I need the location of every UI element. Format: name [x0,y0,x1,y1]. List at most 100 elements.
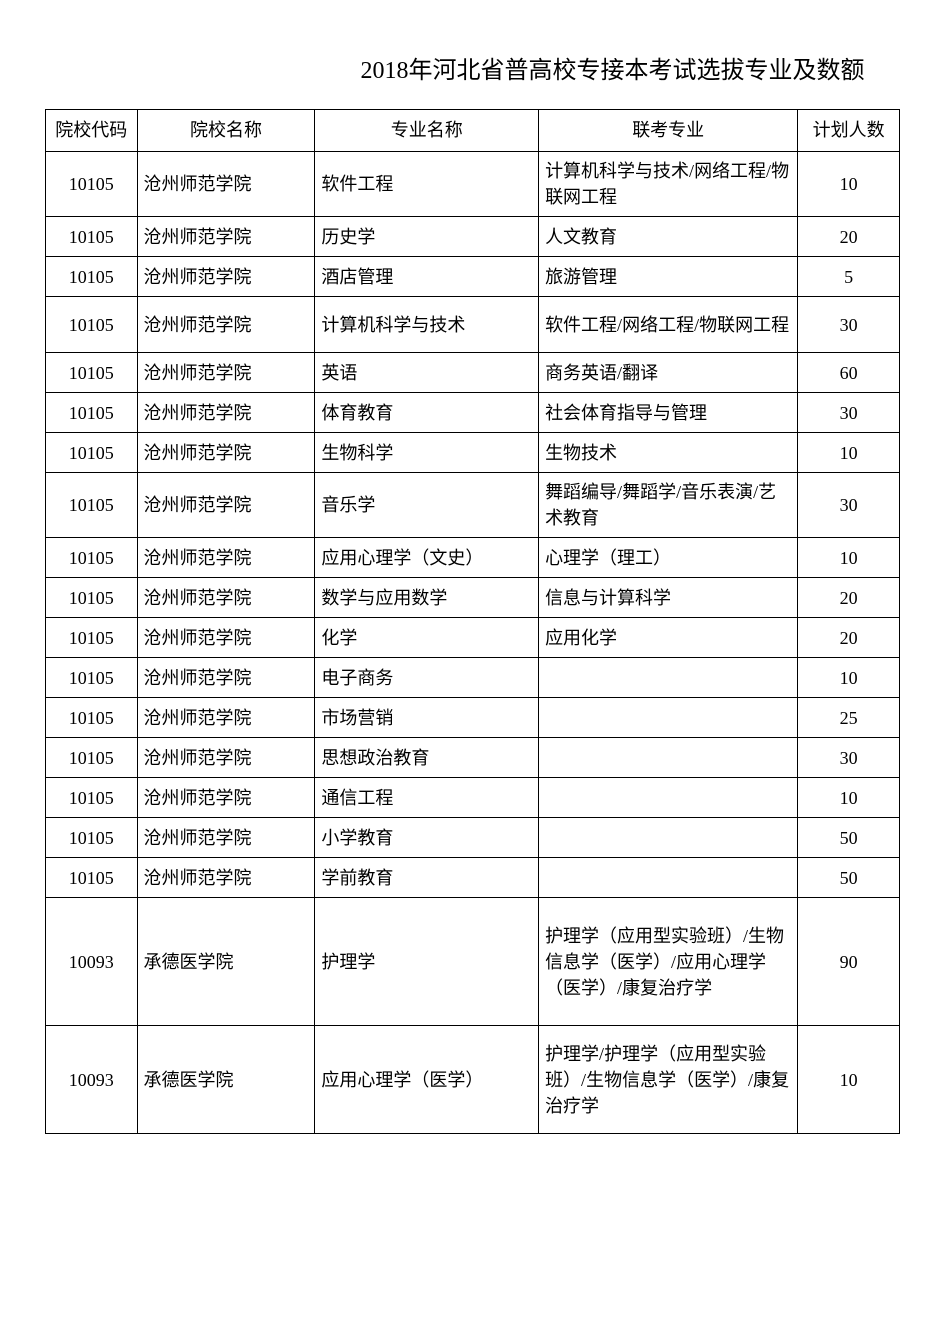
cell-school: 沧州师范学院 [137,152,315,217]
cell-major: 市场营销 [315,698,539,738]
table-row: 10093承德医学院应用心理学（医学）护理学/护理学（应用型实验班）/生物信息学… [46,1026,900,1134]
cell-code: 10105 [46,217,138,257]
cell-count: 50 [798,858,900,898]
table-row: 10105沧州师范学院通信工程10 [46,778,900,818]
cell-major: 英语 [315,353,539,393]
cell-major: 小学教育 [315,818,539,858]
cell-count: 10 [798,658,900,698]
cell-major: 数学与应用数学 [315,578,539,618]
table-row: 10105沧州师范学院电子商务 10 [46,658,900,698]
cell-school: 承德医学院 [137,1026,315,1134]
cell-count: 20 [798,217,900,257]
cell-school: 沧州师范学院 [137,297,315,353]
cell-joint: 护理学/护理学（应用型实验班）/生物信息学（医学）/康复治疗学 [539,1026,798,1134]
cell-count: 20 [798,618,900,658]
cell-code: 10105 [46,473,138,538]
cell-count: 10 [798,433,900,473]
table-row: 10105沧州师范学院体育教育社会体育指导与管理30 [46,393,900,433]
enrollment-table: 院校代码 院校名称 专业名称 联考专业 计划人数 10105沧州师范学院软件工程… [45,109,900,1134]
cell-code: 10105 [46,858,138,898]
cell-school: 沧州师范学院 [137,393,315,433]
col-header-count: 计划人数 [798,110,900,152]
cell-school: 沧州师范学院 [137,353,315,393]
cell-code: 10105 [46,152,138,217]
cell-school: 沧州师范学院 [137,658,315,698]
cell-joint: 信息与计算科学 [539,578,798,618]
cell-code: 10105 [46,698,138,738]
cell-joint: 应用化学 [539,618,798,658]
table-row: 10105沧州师范学院软件工程计算机科学与技术/网络工程/物联网工程10 [46,152,900,217]
table-row: 10105沧州师范学院生物科学生物技术10 [46,433,900,473]
cell-major: 学前教育 [315,858,539,898]
col-header-major: 专业名称 [315,110,539,152]
cell-school: 沧州师范学院 [137,217,315,257]
cell-major: 软件工程 [315,152,539,217]
cell-major: 护理学 [315,898,539,1026]
cell-joint: 计算机科学与技术/网络工程/物联网工程 [539,152,798,217]
cell-school: 沧州师范学院 [137,578,315,618]
table-row: 10105沧州师范学院数学与应用数学信息与计算科学20 [46,578,900,618]
cell-count: 60 [798,353,900,393]
cell-major: 电子商务 [315,658,539,698]
cell-school: 承德医学院 [137,898,315,1026]
cell-school: 沧州师范学院 [137,618,315,658]
cell-code: 10105 [46,578,138,618]
cell-code: 10105 [46,618,138,658]
cell-school: 沧州师范学院 [137,538,315,578]
table-body: 10105沧州师范学院软件工程计算机科学与技术/网络工程/物联网工程101010… [46,152,900,1134]
cell-major: 计算机科学与技术 [315,297,539,353]
cell-count: 30 [798,297,900,353]
col-header-code: 院校代码 [46,110,138,152]
col-header-joint: 联考专业 [539,110,798,152]
cell-school: 沧州师范学院 [137,698,315,738]
cell-major: 思想政治教育 [315,738,539,778]
cell-code: 10105 [46,257,138,297]
cell-joint [539,658,798,698]
table-row: 10105沧州师范学院历史学人文教育20 [46,217,900,257]
cell-joint [539,778,798,818]
cell-code: 10105 [46,393,138,433]
cell-joint: 人文教育 [539,217,798,257]
cell-major: 应用心理学（文史） [315,538,539,578]
table-row: 10105沧州师范学院应用心理学（文史）心理学（理工）10 [46,538,900,578]
table-row: 10105沧州师范学院小学教育50 [46,818,900,858]
table-row: 10105沧州师范学院计算机科学与技术软件工程/网络工程/物联网工程30 [46,297,900,353]
table-row: 10105沧州师范学院化学应用化学20 [46,618,900,658]
table-row: 10105沧州师范学院学前教育 50 [46,858,900,898]
table-row: 10105沧州师范学院酒店管理旅游管理5 [46,257,900,297]
cell-code: 10105 [46,738,138,778]
cell-major: 化学 [315,618,539,658]
cell-school: 沧州师范学院 [137,433,315,473]
cell-count: 90 [798,898,900,1026]
cell-joint [539,858,798,898]
cell-count: 10 [798,1026,900,1134]
cell-joint: 心理学（理工） [539,538,798,578]
table-header-row: 院校代码 院校名称 专业名称 联考专业 计划人数 [46,110,900,152]
cell-count: 20 [798,578,900,618]
cell-count: 10 [798,538,900,578]
cell-joint: 旅游管理 [539,257,798,297]
table-row: 10105沧州师范学院英语商务英语/翻译60 [46,353,900,393]
cell-school: 沧州师范学院 [137,858,315,898]
table-row: 10105沧州师范学院思想政治教育 30 [46,738,900,778]
cell-joint: 软件工程/网络工程/物联网工程 [539,297,798,353]
cell-joint [539,818,798,858]
cell-code: 10105 [46,433,138,473]
cell-code: 10105 [46,297,138,353]
cell-code: 10093 [46,1026,138,1134]
cell-major: 应用心理学（医学） [315,1026,539,1134]
cell-count: 50 [798,818,900,858]
cell-joint: 商务英语/翻译 [539,353,798,393]
cell-school: 沧州师范学院 [137,738,315,778]
table-row: 10093承德医学院护理学护理学（应用型实验班）/生物信息学（医学）/应用心理学… [46,898,900,1026]
cell-code: 10105 [46,818,138,858]
cell-count: 10 [798,778,900,818]
cell-major: 音乐学 [315,473,539,538]
cell-code: 10105 [46,658,138,698]
cell-count: 30 [798,738,900,778]
cell-major: 历史学 [315,217,539,257]
page-title: 2018年河北省普高校专接本考试选拔专业及数额 [45,50,900,85]
cell-major: 通信工程 [315,778,539,818]
cell-count: 10 [798,152,900,217]
col-header-school: 院校名称 [137,110,315,152]
